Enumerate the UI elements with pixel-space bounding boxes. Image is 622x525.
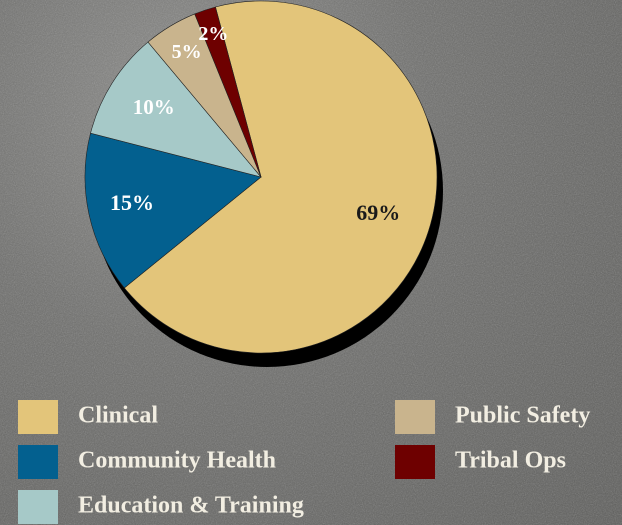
legend-swatch xyxy=(18,445,58,479)
legend-label: Community Health xyxy=(78,448,276,474)
pie-slice xyxy=(84,132,262,289)
legend-swatch xyxy=(395,445,435,479)
slice-label: 10% xyxy=(133,95,175,119)
legend-label: Education & Training xyxy=(78,493,304,519)
slice-label: 15% xyxy=(110,190,154,215)
legend-swatch xyxy=(18,490,58,524)
pie-slice xyxy=(194,6,262,178)
slice-label: 2% xyxy=(198,23,228,45)
legend-swatch xyxy=(395,400,435,434)
legend-swatch xyxy=(18,400,58,434)
slice-label: 5% xyxy=(172,41,202,63)
legend-label: Tribal Ops xyxy=(455,448,566,474)
slice-label: 69% xyxy=(356,200,400,225)
legend-label: Clinical xyxy=(78,403,158,429)
pie-slice xyxy=(123,0,438,354)
pie-slice xyxy=(90,41,262,178)
legend-label: Public Safety xyxy=(455,403,590,429)
